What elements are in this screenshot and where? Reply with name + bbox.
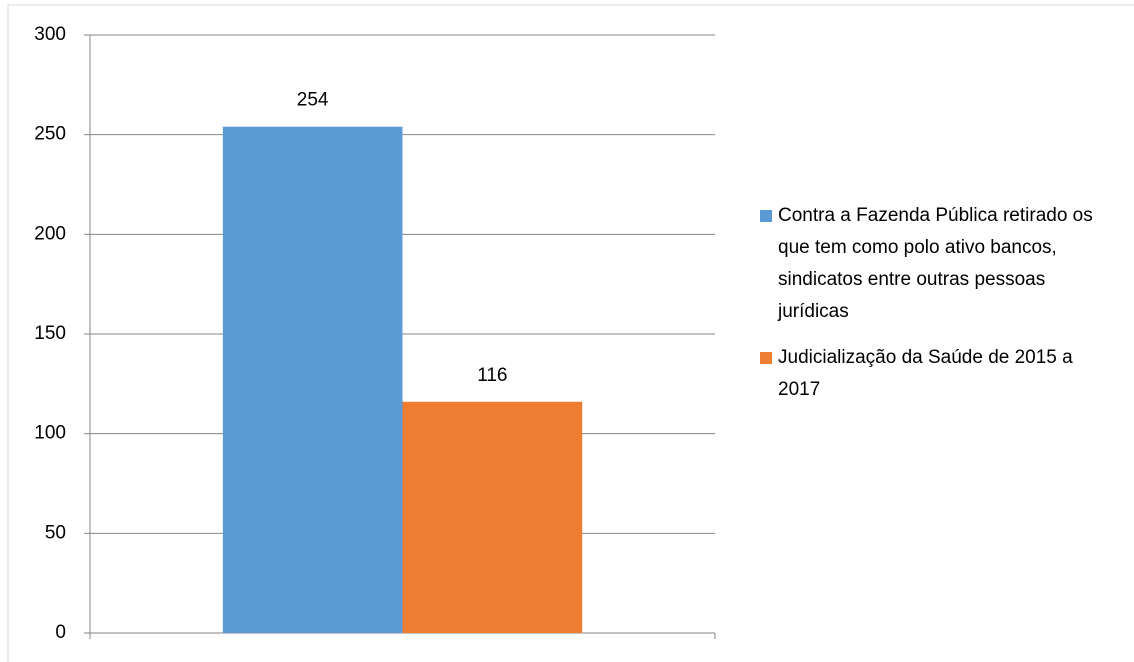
- legend-item: Contra a Fazenda Pública retirado os que…: [760, 200, 1100, 328]
- y-tick-label: 0: [55, 622, 66, 643]
- legend-label: Judicialização da Saúde de 2015 a 2017: [778, 347, 1073, 400]
- y-tick-label: 250: [34, 124, 66, 145]
- y-tick-label: 200: [34, 223, 66, 244]
- legend-item: Judicialização da Saúde de 2015 a 2017: [760, 342, 1100, 406]
- data-label: 254: [297, 90, 329, 111]
- legend-swatch: [760, 352, 772, 364]
- y-tick-label: 50: [45, 522, 66, 543]
- y-tick-label: 100: [34, 423, 66, 444]
- bar: [402, 401, 583, 633]
- y-tick-label: 300: [34, 24, 66, 45]
- y-tick-label: 150: [34, 323, 66, 344]
- legend-label: Contra a Fazenda Pública retirado os que…: [778, 205, 1093, 322]
- chart-frame: [7, 4, 1134, 662]
- data-label: 116: [477, 365, 507, 386]
- legend-swatch: [760, 210, 772, 222]
- bar: [222, 126, 403, 634]
